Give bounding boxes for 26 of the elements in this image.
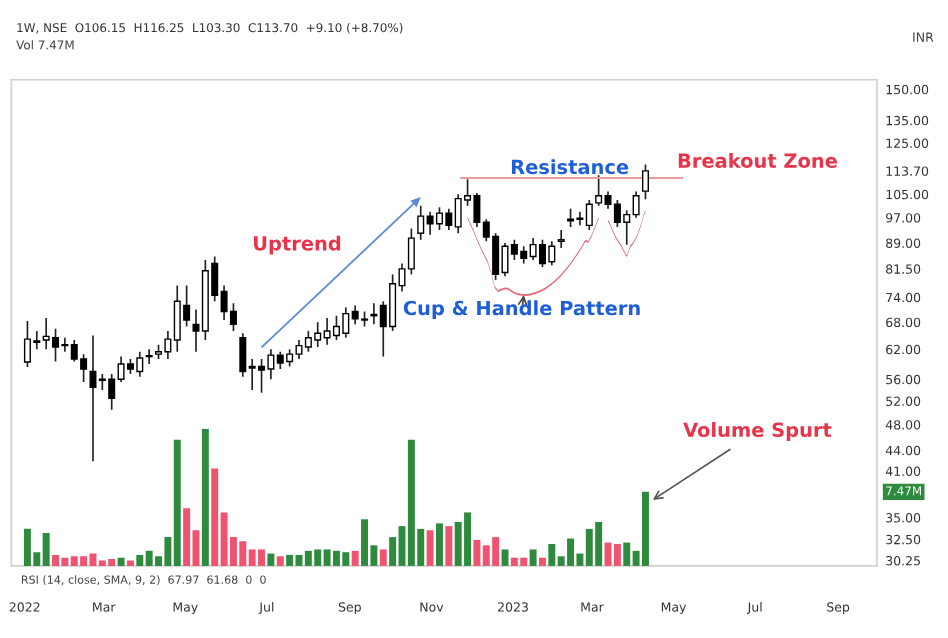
- bar: [117, 557, 125, 566]
- bar: [267, 553, 275, 566]
- bar: [435, 523, 443, 566]
- bar: [286, 554, 294, 566]
- bar: [613, 543, 621, 566]
- candlestick: [557, 229, 565, 249]
- bar: [351, 550, 359, 566]
- bar: [426, 530, 434, 566]
- bar: [445, 526, 453, 566]
- annotation: Cup & Handle Pattern: [403, 300, 640, 320]
- bar: [379, 549, 387, 566]
- annotation: Breakout Zone: [678, 152, 837, 169]
- ref-line-label: Resistance: [511, 159, 629, 175]
- candlestick: [567, 207, 575, 228]
- candlestick: [145, 348, 153, 365]
- bar: [538, 557, 546, 566]
- bar: [641, 491, 649, 566]
- bar: [361, 519, 369, 566]
- bar: [529, 549, 537, 566]
- bar: [201, 428, 209, 566]
- annotation: Uptrend: [254, 235, 341, 255]
- candlestick: [641, 163, 649, 200]
- bar: [183, 508, 191, 566]
- annotation: Volume Spurt: [683, 422, 832, 441]
- bar: [126, 560, 134, 566]
- bar: [276, 556, 284, 566]
